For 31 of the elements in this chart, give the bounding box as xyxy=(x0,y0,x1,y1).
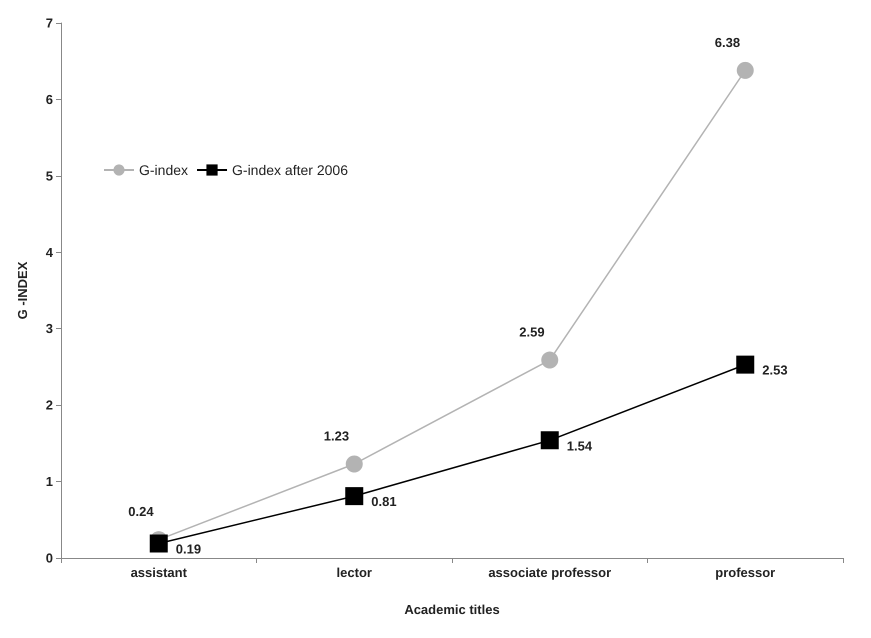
data-label: 0.81 xyxy=(371,494,397,510)
y-tick-label: 4 xyxy=(46,244,54,260)
y-tick-label: 5 xyxy=(46,168,53,184)
data-label: 2.53 xyxy=(762,362,788,378)
x-tick-label: lector xyxy=(336,565,372,580)
x-tick-label: assistant xyxy=(130,565,188,580)
data-label: 1.23 xyxy=(324,428,350,444)
point xyxy=(541,352,558,369)
point xyxy=(540,431,559,450)
point xyxy=(345,487,364,506)
y-tick-label: 7 xyxy=(46,16,53,30)
data-label: 0.24 xyxy=(128,504,154,520)
y-tick-label: 0 xyxy=(46,550,53,566)
y-tick-label: 6 xyxy=(46,92,53,107)
legend-label: G-index xyxy=(139,162,188,178)
y-tick-label: 2 xyxy=(46,398,53,413)
x-tick-label: professor xyxy=(715,565,776,580)
legend-label: G-index after 2006 xyxy=(232,162,348,178)
x-tick-label: associate professor xyxy=(488,565,612,580)
point xyxy=(736,62,754,79)
data-label: 6.38 xyxy=(714,34,740,50)
y-tick-label: 1 xyxy=(46,474,53,490)
data-label: 2.59 xyxy=(519,324,545,340)
point xyxy=(736,356,754,374)
data-label: 1.54 xyxy=(566,438,593,454)
point xyxy=(150,534,168,552)
y-axis-title: G -INDEX xyxy=(15,261,30,320)
y-tick-label: 3 xyxy=(46,321,53,336)
x-axis-title: Academic titles xyxy=(404,602,500,617)
data-label: 0.19 xyxy=(176,541,202,556)
point xyxy=(346,455,363,472)
